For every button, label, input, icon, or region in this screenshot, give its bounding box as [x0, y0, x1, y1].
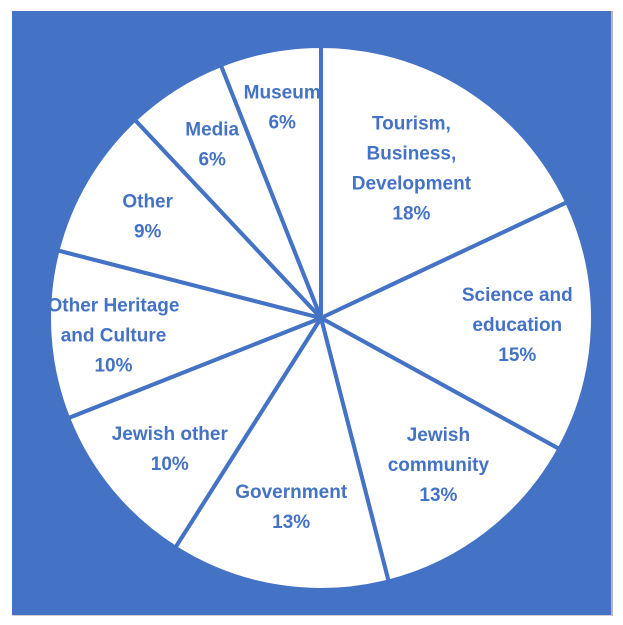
slice-label-line: Science and: [462, 285, 573, 306]
slice-label-line: Jewish: [407, 425, 470, 446]
slice-percent: 18%: [392, 204, 430, 225]
pie-slice-other: [55, 117, 323, 320]
slice-percent: 10%: [94, 355, 132, 376]
slice-label-line: Museum: [244, 82, 321, 103]
slice-label-other-heritage-and-culture: Other Heritage and Culture 10%: [48, 295, 180, 376]
slice-label-line: Tourism,: [372, 114, 451, 135]
slice-label-line: Business,: [367, 144, 457, 165]
slice-percent: 13%: [419, 485, 457, 506]
pie-slice-government: [173, 316, 391, 592]
slice-label-line: Other: [122, 192, 173, 213]
pie-slice-museum: [218, 44, 323, 320]
pie-slices: [47, 44, 595, 592]
slice-percent: 6%: [198, 150, 226, 171]
slice-label-government: Government 13%: [235, 482, 348, 533]
slice-label-line: Government: [235, 482, 348, 503]
slice-percent: 10%: [151, 454, 189, 475]
slice-label-line: Jewish other: [112, 424, 229, 445]
pie-slice-other-heritage-and-culture: [47, 248, 323, 421]
slice-label-tourism-business-development: Tourism, Business, Development 18%: [352, 114, 472, 225]
slice-label-line: and Culture: [61, 325, 167, 346]
slice-percent: 6%: [268, 112, 296, 133]
slice-label-line: community: [388, 455, 490, 476]
slice-label-other: Other 9%: [122, 192, 173, 243]
slice-label-jewish-other: Jewish other 10%: [112, 424, 229, 475]
pie-slice-science-and-education: [319, 200, 595, 452]
pie-labels: Tourism, Business, Development 18% Science a…: [48, 82, 573, 533]
slice-label-line: Development: [352, 174, 472, 195]
slice-label-science-and-education: Science and education 15%: [462, 285, 573, 366]
slice-label-museum: Museum 6%: [244, 82, 321, 133]
pie-slice-jewish-other: [66, 316, 323, 550]
slice-percent: 13%: [272, 512, 310, 533]
slice-label-jewish-community: Jewish community 13%: [388, 425, 490, 506]
slice-label-line: education: [472, 315, 562, 336]
slice-label-line: Other Heritage: [48, 295, 180, 316]
pie-slice-tourism-business-development: [319, 44, 570, 320]
slice-label-media: Media 6%: [185, 120, 239, 171]
pie-slice-jewish-community: [319, 316, 562, 584]
slice-percent: 9%: [134, 222, 162, 243]
slice-percent: 15%: [498, 345, 536, 366]
slice-label-line: Media: [185, 120, 239, 141]
